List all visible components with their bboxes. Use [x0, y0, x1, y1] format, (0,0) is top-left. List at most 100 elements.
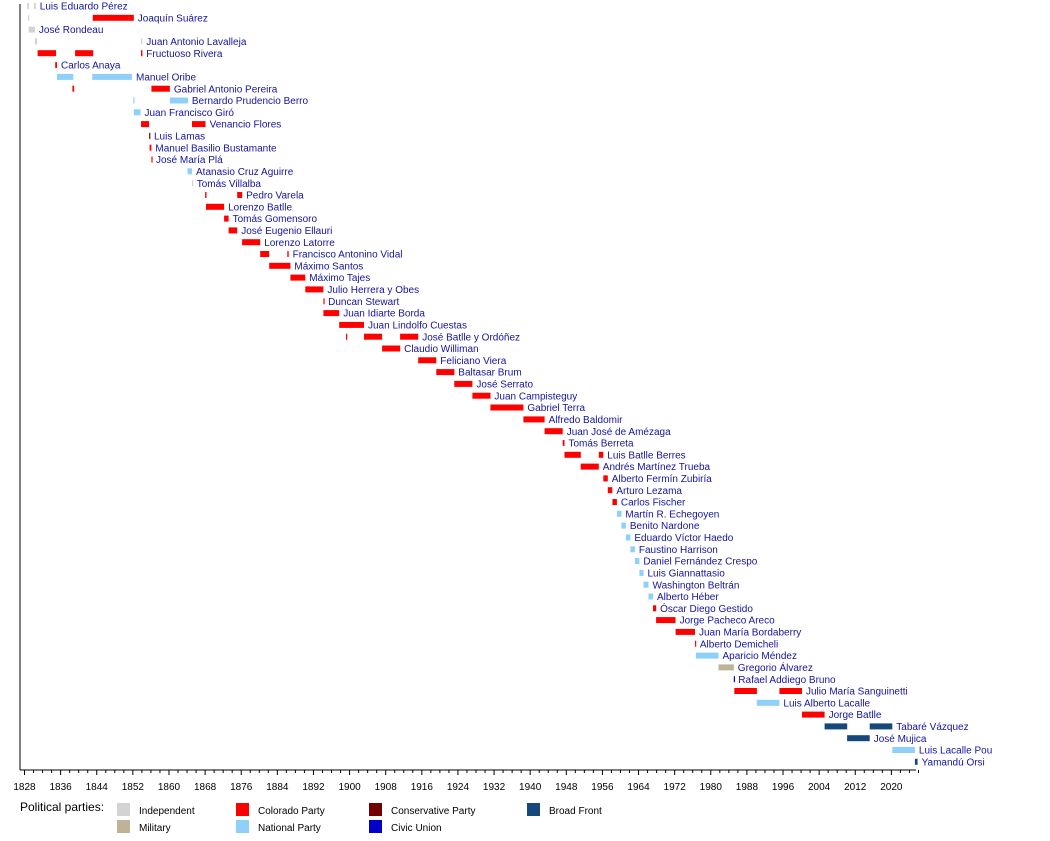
- x-tick-label: 2012: [844, 782, 867, 793]
- name-labels-layer: Luis Eduardo Pérez Joaquín Suárez José Ron…: [39, 2, 992, 769]
- legend-swatch-colorado: [236, 803, 249, 816]
- term-bar: [206, 203, 225, 210]
- x-tick-label: 1964: [627, 782, 650, 793]
- president-label: Andrés Martínez Trueba: [603, 462, 711, 473]
- x-tick-label: 1980: [700, 782, 723, 793]
- x-tick-label: 1844: [86, 782, 109, 793]
- term-bar: [34, 3, 36, 9]
- x-tick-label: 1996: [772, 782, 795, 793]
- term-bar: [192, 121, 206, 128]
- term-bar: [523, 416, 545, 423]
- term-bar: [802, 711, 825, 718]
- term-bar: [472, 392, 491, 399]
- x-tick-label: 1828: [13, 782, 36, 793]
- term-bar: [756, 699, 780, 706]
- x-tick-label: 1868: [194, 782, 217, 793]
- president-label: Duncan Stewart: [328, 297, 399, 308]
- x-tick-label: 1940: [519, 782, 542, 793]
- term-bar: [824, 723, 848, 730]
- term-bar: [27, 3, 29, 9]
- term-bar: [149, 144, 152, 151]
- term-bar: [454, 380, 473, 387]
- x-tick-label: 2004: [808, 782, 831, 793]
- president-label: Tomás Gomensoro: [233, 214, 318, 225]
- president-label: Luis Lamas: [154, 132, 205, 143]
- x-tick-label: 1876: [230, 782, 253, 793]
- president-label: Óscar Diego Gestido: [660, 602, 753, 615]
- x-tick-label: 1900: [338, 782, 361, 793]
- president-label: Atanasio Cruz Aguirre: [196, 167, 294, 178]
- term-bar: [648, 593, 653, 600]
- president-label: Rafael Addiego Bruno: [738, 675, 836, 686]
- president-label: José Eugenio Ellauri: [241, 226, 332, 237]
- term-bar: [237, 192, 243, 198]
- president-label: Alberto Fermín Zubiría: [612, 474, 712, 485]
- president-label: Venancio Flores: [210, 120, 282, 131]
- term-bar: [718, 664, 734, 671]
- legend-swatch-conservative: [369, 803, 382, 816]
- term-bar: [323, 310, 340, 317]
- term-bar: [634, 558, 640, 565]
- legend-label-conservative: Conservative Party: [391, 806, 475, 817]
- x-axis: 1828 1836 1844 1852 1860 1868 1876 1884 1892 1900…: [13, 4, 919, 793]
- term-bar: [364, 333, 383, 340]
- term-bar: [75, 50, 94, 57]
- president-label: Juan Idiarte Borda: [343, 309, 425, 320]
- president-label: Aparicio Méndez: [723, 651, 797, 662]
- term-bar: [639, 569, 644, 576]
- term-bar: [141, 121, 150, 128]
- x-tick-label: 1884: [266, 782, 289, 793]
- president-label: Juan Lindolfo Cuestas: [368, 321, 467, 332]
- x-tick-label: 1908: [375, 782, 398, 793]
- term-bar: [914, 758, 918, 765]
- term-bar: [287, 251, 289, 257]
- term-bar: [656, 617, 676, 624]
- president-label: José Rondeau: [39, 25, 104, 36]
- term-bar: [151, 85, 170, 92]
- president-label: Jorge Pacheco Areco: [680, 616, 775, 627]
- president-label: Juan Francisco Giró: [145, 108, 235, 119]
- x-tick-label: 1916: [411, 782, 434, 793]
- president-label: Jorge Batlle: [829, 710, 882, 721]
- president-label: Benito Nardone: [630, 521, 700, 532]
- term-bar: [779, 688, 802, 694]
- term-bar: [382, 345, 401, 352]
- president-label: Tomás Berreta: [569, 439, 634, 450]
- president-label: Julio María Sanguinetti: [806, 687, 908, 698]
- term-bar: [149, 132, 151, 139]
- legend: Political parties: Independent Military Co…: [20, 800, 602, 834]
- term-bar: [169, 97, 188, 104]
- term-bar: [305, 286, 324, 293]
- term-bar: [564, 451, 581, 458]
- legend-swatch-broad: [527, 803, 540, 816]
- term-bar: [205, 192, 207, 198]
- term-bar: [607, 487, 613, 494]
- president-label: Luis Lacalle Pou: [919, 746, 992, 757]
- term-bar: [625, 534, 631, 541]
- president-label: Faustino Harrison: [639, 545, 718, 556]
- president-label: Luis Giannattasio: [648, 569, 726, 580]
- x-tick-label: 1956: [591, 782, 614, 793]
- term-bar: [733, 676, 735, 683]
- legend-label-independent: Independent: [139, 806, 195, 817]
- term-bar: [869, 723, 893, 730]
- president-label: Lorenzo Batlle: [228, 202, 292, 213]
- president-label: Juan José de Amézaga: [567, 427, 671, 438]
- x-tick-label: 1852: [122, 782, 145, 793]
- president-label: Bernardo Prudencio Berro: [192, 96, 309, 107]
- term-bar: [290, 274, 306, 281]
- term-bar: [630, 546, 635, 553]
- president-label: Manuel Basilio Bustamante: [155, 143, 277, 154]
- term-bar: [269, 262, 291, 269]
- legend-label-colorado: Colorado Party: [258, 806, 325, 817]
- x-tick-label: 1988: [736, 782, 759, 793]
- term-bar: [37, 50, 57, 57]
- president-label: Alfredo Baldomir: [549, 415, 624, 426]
- president-label: Alberto Demicheli: [700, 639, 778, 650]
- term-bar: [616, 510, 622, 517]
- term-bar: [192, 180, 194, 187]
- x-tick-label: 1924: [447, 782, 470, 793]
- president-label: Juan Campisteguy: [494, 391, 577, 402]
- president-label: José Batlle y Ordóñez: [422, 332, 520, 343]
